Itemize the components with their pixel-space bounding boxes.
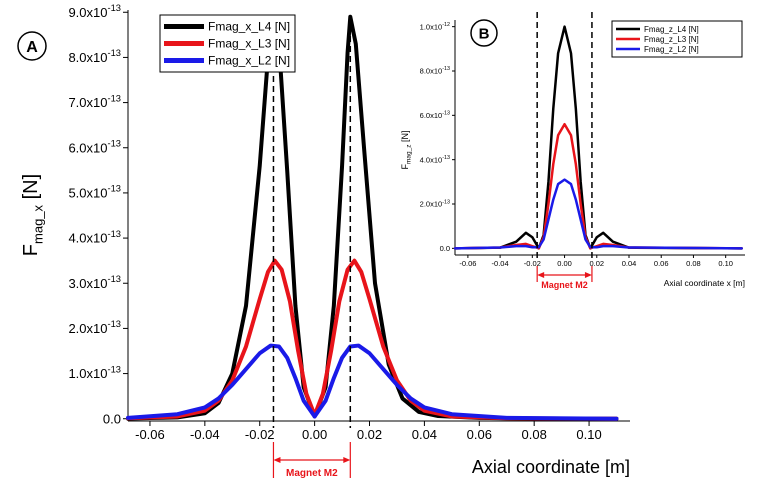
panel-b-y-ticks: 0.0 2.0x10-13 4.0x10-13 6.0x10-13 8.0x10-13 1… (420, 22, 455, 253)
panel-a-legend-label: Fmag_x_L4 [N] (208, 20, 290, 34)
panel-a-x-ticks: -0.06 -0.04 -0.02 0.00 0.02 0.04 0.06 0.08 0.10 (135, 421, 602, 442)
panel-a-y-tick-label: 2.0x10-13 (68, 319, 121, 336)
panel-b-x-tick-label: -0.06 (459, 259, 476, 268)
panel-a-y-tick-label: 7.0x10-13 (68, 93, 121, 110)
panel-a-x-tick-label: 0.08 (522, 427, 547, 442)
panel-b-x-tick-label: 0.10 (718, 259, 733, 268)
panel-a-y-ticks: 0.0 1.0x10-13 2.0x10-13 3.0x10-13 4.0x10-13 5… (68, 3, 128, 426)
panel-b-series-line-2 (453, 122, 744, 250)
panel-b-chart: -0.06 -0.04 -0.02 0.00 0.02 0.04 0.06 0.08 0.10 0… (400, 12, 745, 290)
panel-a-y-tick-label: 0.0 (103, 411, 121, 426)
panel-a-y-tick-label: 5.0x10-13 (68, 184, 121, 201)
panel-b-badge: B (470, 19, 498, 47)
panel-a-x-tick-label: 0.10 (576, 427, 601, 442)
panel-a-x-tick-label: 0.06 (467, 427, 492, 442)
panel-b-series (453, 25, 744, 250)
panel-a-x-tick-label: 0.04 (412, 427, 437, 442)
panel-b-magnet-arrow-head-right (584, 272, 592, 278)
panel-b-x-ticks: -0.06 -0.04 -0.02 0.00 0.02 0.04 0.06 0.08 0.10 (459, 255, 733, 268)
panel-a-x-tick-label: -0.06 (135, 427, 165, 442)
panel-a-y-tick-label: 6.0x10-13 (68, 138, 121, 155)
panel-a-x-tick-label: 0.00 (302, 427, 327, 442)
panel-a-legend-label: Fmag_x_L3 [N] (208, 37, 290, 51)
panel-a-legend: Fmag_x_L4 [N] Fmag_x_L3 [N] Fmag_x_L2 [N] (159, 14, 296, 73)
panel-b-x-tick-label: -0.02 (524, 259, 541, 268)
panel-b-magnet-label: Magnet M2 (541, 280, 588, 290)
panel-a-magnet-arrow-head-left (273, 457, 281, 463)
panel-b-x-tick-label: 0.04 (622, 259, 637, 268)
panel-a-y-tick-label: 3.0x10-13 (68, 274, 121, 291)
panel-a-series (126, 14, 619, 421)
panel-b-series-line-1 (453, 25, 744, 250)
panel-b-magnet-markers: Magnet M2 (536, 12, 593, 290)
panel-a-x-tick-label: -0.04 (190, 427, 220, 442)
panel-b-legend: Fmag_z_L4 [N]Fmag_z_L3 [N]Fmag_z_L2 [N] (611, 20, 743, 58)
panel-a-chart: -0.06 -0.04 -0.02 0.00 0.02 0.04 0.06 0.08 0.10 0… (17, 3, 630, 479)
panel-a-legend-label: Fmag_x_L2 [N] (208, 54, 290, 68)
panel-a-x-axis-title: Axial coordinate [m] (472, 457, 630, 477)
panel-b-x-tick-label: 0.00 (557, 259, 572, 268)
panel-b-x-tick-label: 0.02 (589, 259, 604, 268)
panel-b-x-tick-label: 0.06 (654, 259, 669, 268)
panel-a-badge: A (17, 31, 47, 61)
panel-b-badge-letter: B (479, 25, 490, 42)
panel-a-badge-letter: A (26, 39, 38, 56)
panel-a-y-tick-label: 1.0x10-13 (68, 364, 121, 381)
panel-a-series-line-3 (126, 343, 619, 421)
panel-b-y-tick-label: 2.0x10-13 (420, 199, 450, 208)
panel-b-x-tick-label: -0.04 (492, 259, 509, 268)
panel-b-x-tick-label: 0.08 (686, 259, 701, 268)
panel-b-y-tick-label: 6.0x10-13 (420, 111, 450, 120)
panel-a-magnet-arrow-head-right (343, 457, 351, 463)
panel-b-badge-circle (470, 19, 498, 47)
panel-b-legend-label: Fmag_z_L3 [N] (644, 35, 699, 44)
panel-b-legend-label: Fmag_z_L2 [N] (644, 45, 699, 54)
panel-b-y-tick-label: 0.0 (440, 244, 450, 253)
panel-a-badge-circle (17, 31, 47, 61)
panel-a-y-axis-title: Fmag_x [N] (20, 174, 46, 256)
panel-b-series-line-3 (453, 178, 744, 250)
panel-a-magnet-markers: Magnet M2 (272, 16, 352, 479)
panel-b-y-tick-label: 4.0x10-13 (420, 155, 450, 164)
panel-b-y-axis-title: Fmag_z [N] (400, 130, 413, 169)
panel-b-y-tick-label: 8.0x10-13 (420, 66, 450, 75)
panel-a-y-tick-label: 8.0x10-13 (68, 48, 121, 65)
panel-a-y-tick-label: 4.0x10-13 (68, 229, 121, 246)
panel-b-y-tick-label: 1.0x10-12 (420, 22, 450, 31)
panel-b-x-axis-title: Axial coordinate x [m] (664, 278, 745, 288)
panel-b-legend-label: Fmag_z_L4 [N] (644, 25, 699, 34)
panel-a-x-tick-label: -0.02 (245, 427, 275, 442)
panel-a-x-tick-label: 0.02 (357, 427, 382, 442)
panel-a-magnet-label: Magnet M2 (286, 468, 338, 479)
panel-a-y-tick-label: 9.0x10-13 (68, 3, 121, 20)
panel-b-magnet-arrow-head-left (537, 272, 545, 278)
